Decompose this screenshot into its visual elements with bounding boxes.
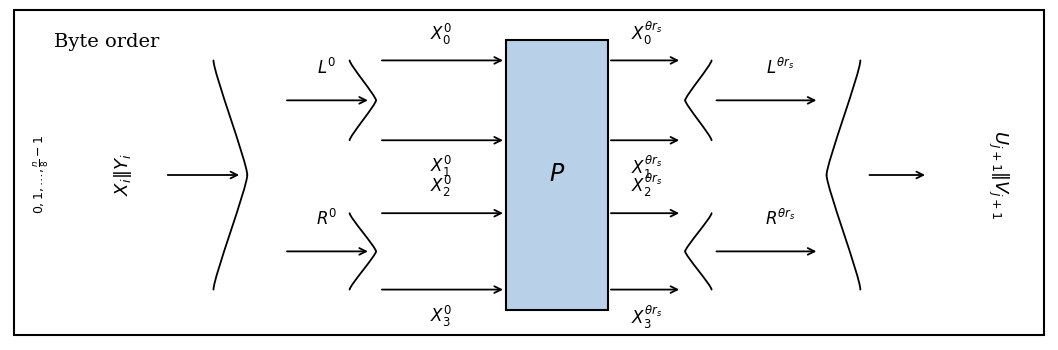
Text: $X_2^0$: $X_2^0$ xyxy=(430,174,452,199)
Text: $X_1^{\theta r_s}$: $X_1^{\theta r_s}$ xyxy=(631,154,662,181)
Text: $X_2^{\theta r_s}$: $X_2^{\theta r_s}$ xyxy=(631,172,662,199)
Text: $0, 1, \ldots, \frac{n}{8}-1$: $0, 1, \ldots, \frac{n}{8}-1$ xyxy=(32,135,51,215)
Text: $R^0$: $R^0$ xyxy=(315,209,338,229)
Text: $X_3^0$: $X_3^0$ xyxy=(430,303,452,329)
Text: $L^0$: $L^0$ xyxy=(316,58,336,78)
Bar xyxy=(506,40,608,310)
Text: $X_0^{\theta r_s}$: $X_0^{\theta r_s}$ xyxy=(631,20,662,47)
Text: $R^{\theta r_s}$: $R^{\theta r_s}$ xyxy=(765,208,796,229)
Text: $U_{j+1} \| V_{j+1}$: $U_{j+1} \| V_{j+1}$ xyxy=(986,130,1010,220)
Text: $X_3^{\theta r_s}$: $X_3^{\theta r_s}$ xyxy=(631,303,662,330)
Text: $X_1^0$: $X_1^0$ xyxy=(430,154,452,179)
Text: $X_i \| Y_i$: $X_i \| Y_i$ xyxy=(112,154,133,196)
Text: $X_0^0$: $X_0^0$ xyxy=(430,21,452,47)
Text: $L^{\theta r_s}$: $L^{\theta r_s}$ xyxy=(766,57,795,78)
Text: Byte order: Byte order xyxy=(54,33,160,51)
Text: $P$: $P$ xyxy=(549,163,565,187)
